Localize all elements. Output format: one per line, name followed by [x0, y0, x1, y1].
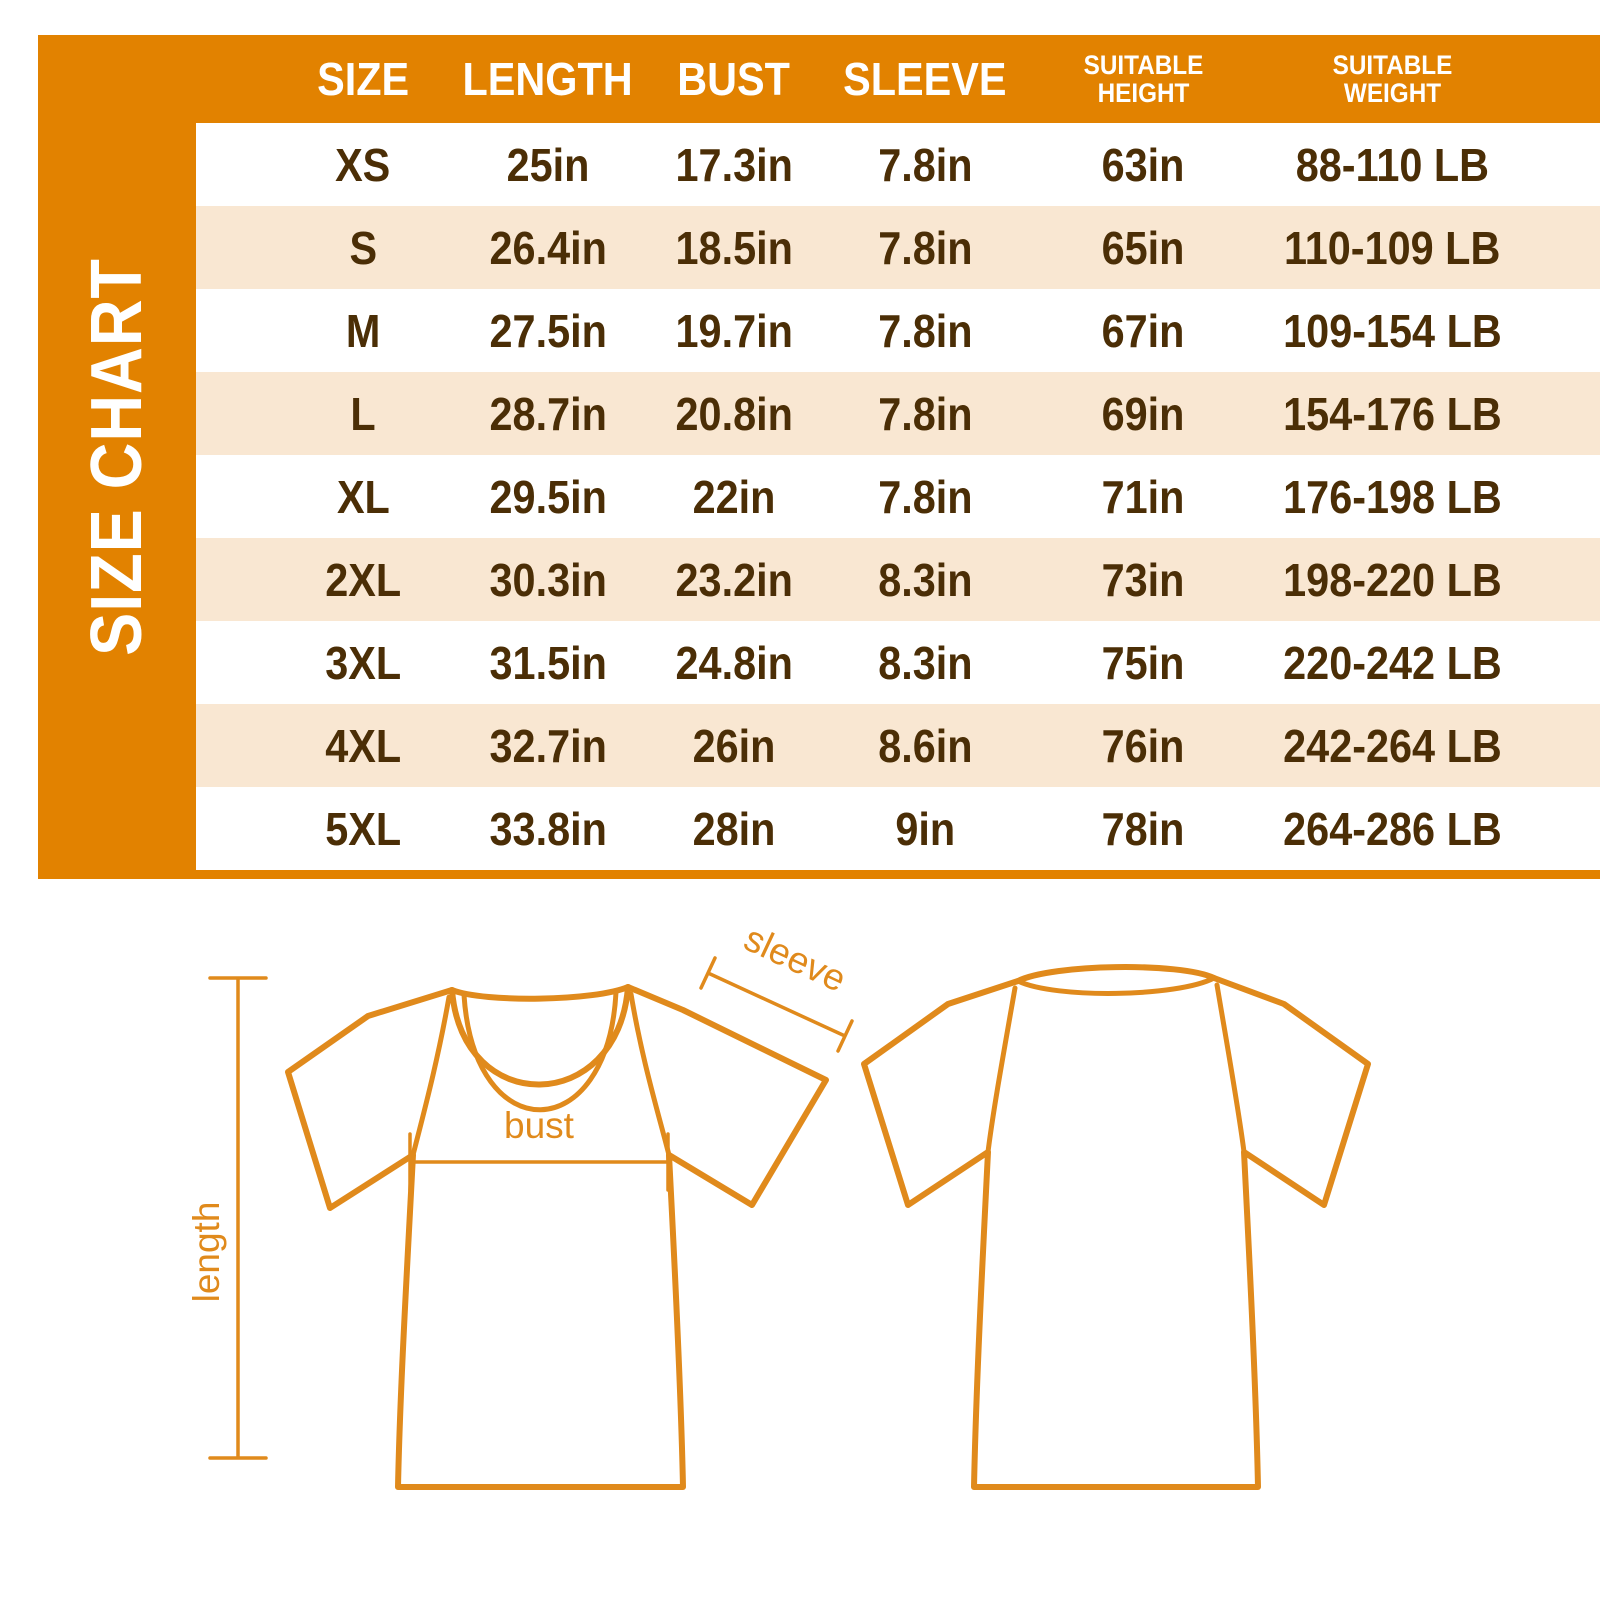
- sleeve-label: sleeve: [738, 917, 852, 999]
- cell-bust: 20.8in: [675, 387, 793, 440]
- sleeve-measure-line: [699, 956, 854, 1053]
- cell-bust: 22in: [692, 470, 776, 523]
- back-right-seam: [1214, 982, 1247, 1155]
- cell-suitable-weight: 154-176 LB: [1282, 387, 1502, 440]
- table-row-s: S 26.4in 18.5in 7.8in 65in 110-109 LB: [196, 206, 1600, 289]
- cell-suitable-height: 75in: [1101, 636, 1185, 689]
- table-row-xs: XS 25in 17.3in 7.8in 63in 88-110 LB: [196, 123, 1600, 206]
- column-header-suitable-weight: SUITABLE WEIGHT: [1332, 49, 1452, 108]
- cell-length: 29.5in: [489, 470, 607, 523]
- column-header-sleeve: SLEEVE: [843, 53, 1007, 105]
- cell-suitable-height: 73in: [1101, 553, 1185, 606]
- cell-suitable-weight: 242-264 LB: [1282, 719, 1502, 772]
- cell-sleeve: 7.8in: [877, 470, 973, 523]
- cell-suitable-height: 65in: [1101, 221, 1185, 274]
- cell-suitable-height: 67in: [1101, 304, 1185, 357]
- cell-bust: 26in: [692, 719, 776, 772]
- cell-sleeve: 8.3in: [877, 553, 973, 606]
- cell-size: XL: [336, 470, 390, 523]
- cell-suitable-weight: 220-242 LB: [1282, 636, 1502, 689]
- cell-length: 33.8in: [489, 802, 607, 855]
- cell-suitable-weight: 110-109 LB: [1283, 221, 1501, 274]
- table-header-row: SIZE LENGTH BUST SLEEVE SUITABLE HEIGHT SUITAB…: [196, 35, 1600, 123]
- front-left-seam: [410, 994, 452, 1158]
- column-header-bust: BUST: [677, 53, 791, 105]
- back-left-seam: [985, 985, 1018, 1155]
- cell-length: 26.4in: [489, 221, 607, 274]
- page-title: SIZE CHART: [77, 258, 157, 656]
- cell-length: 32.7in: [489, 719, 607, 772]
- bust-label: bust: [504, 1105, 575, 1146]
- cell-sleeve: 7.8in: [877, 221, 973, 274]
- table-row-3xl: 3XL 31.5in 24.8in 8.3in 75in 220-242 LB: [196, 621, 1600, 704]
- front-shirt: [285, 984, 829, 1490]
- tshirt-measurement-diagram: length bust sleeve: [186, 917, 1371, 1490]
- cell-bust: 28in: [692, 802, 776, 855]
- cell-sleeve: 7.8in: [877, 387, 973, 440]
- column-header-length: LENGTH: [462, 53, 634, 105]
- cell-size: S: [349, 221, 377, 274]
- front-collar-top: [449, 984, 631, 1002]
- cell-suitable-weight: 264-286 LB: [1282, 802, 1502, 855]
- cell-suitable-weight: 109-154 LB: [1282, 304, 1502, 357]
- cell-size: XS: [335, 138, 391, 191]
- cell-sleeve: 9in: [895, 802, 955, 855]
- cell-sleeve: 7.8in: [877, 138, 973, 191]
- column-header-size: SIZE: [316, 53, 410, 105]
- front-right-seam: [628, 991, 672, 1158]
- cell-sleeve: 8.6in: [877, 719, 973, 772]
- cell-suitable-height: 78in: [1101, 802, 1185, 855]
- cell-bust: 24.8in: [675, 636, 793, 689]
- cell-size: 2XL: [325, 553, 401, 606]
- cell-bust: 23.2in: [675, 553, 793, 606]
- back-shirt-outline: [861, 975, 1371, 1490]
- table-body: XS 25in 17.3in 7.8in 63in 88-110 LB S 26.4in 18.…: [196, 123, 1600, 870]
- table-row-l: L 28.7in 20.8in 7.8in 69in 154-176 LB: [196, 372, 1600, 455]
- cell-suitable-weight: 88-110 LB: [1295, 138, 1489, 191]
- cell-bust: 18.5in: [675, 221, 793, 274]
- cell-length: 30.3in: [489, 553, 607, 606]
- table-row-4xl: 4XL 32.7in 26in 8.6in 76in 242-264 LB: [196, 704, 1600, 787]
- front-collar-outer: [449, 984, 631, 1088]
- cell-suitable-height: 71in: [1101, 470, 1185, 523]
- cell-length: 25in: [506, 138, 590, 191]
- cell-sleeve: 7.8in: [877, 304, 973, 357]
- back-collar-top: [1015, 964, 1217, 984]
- front-shirt-outline: [285, 984, 829, 1490]
- cell-suitable-height: 63in: [1101, 138, 1185, 191]
- table-row-m: M 27.5in 19.7in 7.8in 67in 109-154 LB: [196, 289, 1600, 372]
- cell-size: M: [345, 304, 381, 357]
- table-row-5xl: 5XL 33.8in 28in 9in 78in 264-286 LB: [196, 787, 1600, 870]
- table-row-2xl: 2XL 30.3in 23.2in 8.3in 73in 198-220 LB: [196, 538, 1600, 621]
- cell-suitable-height: 76in: [1101, 719, 1185, 772]
- sidebar: SIZE CHART: [38, 35, 196, 879]
- length-measure: length: [186, 976, 268, 1460]
- front-collar-inner: [461, 989, 619, 1113]
- cell-size: L: [350, 387, 376, 440]
- bust-measure-line: [408, 1132, 670, 1192]
- length-label: length: [186, 1202, 227, 1303]
- cell-bust: 17.3in: [675, 138, 793, 191]
- table-row-xl: XL 29.5in 22in 7.8in 71in 176-198 LB: [196, 455, 1600, 538]
- cell-suitable-height: 69in: [1101, 387, 1185, 440]
- cell-length: 27.5in: [489, 304, 607, 357]
- back-collar-seam: [1015, 975, 1217, 996]
- cell-sleeve: 8.3in: [877, 636, 973, 689]
- cell-suitable-weight: 198-220 LB: [1282, 553, 1502, 606]
- cell-bust: 19.7in: [675, 304, 793, 357]
- column-header-suitable-height: SUITABLE HEIGHT: [1083, 49, 1203, 108]
- cell-size: 4XL: [325, 719, 401, 772]
- cell-length: 28.7in: [489, 387, 607, 440]
- cell-size: 3XL: [325, 636, 401, 689]
- bust-measure: bust: [408, 1105, 670, 1192]
- cell-length: 31.5in: [489, 636, 607, 689]
- cell-size: 5XL: [325, 802, 401, 855]
- back-shirt: [861, 964, 1371, 1490]
- cell-suitable-weight: 176-198 LB: [1282, 470, 1502, 523]
- length-measure-line: [208, 976, 268, 1460]
